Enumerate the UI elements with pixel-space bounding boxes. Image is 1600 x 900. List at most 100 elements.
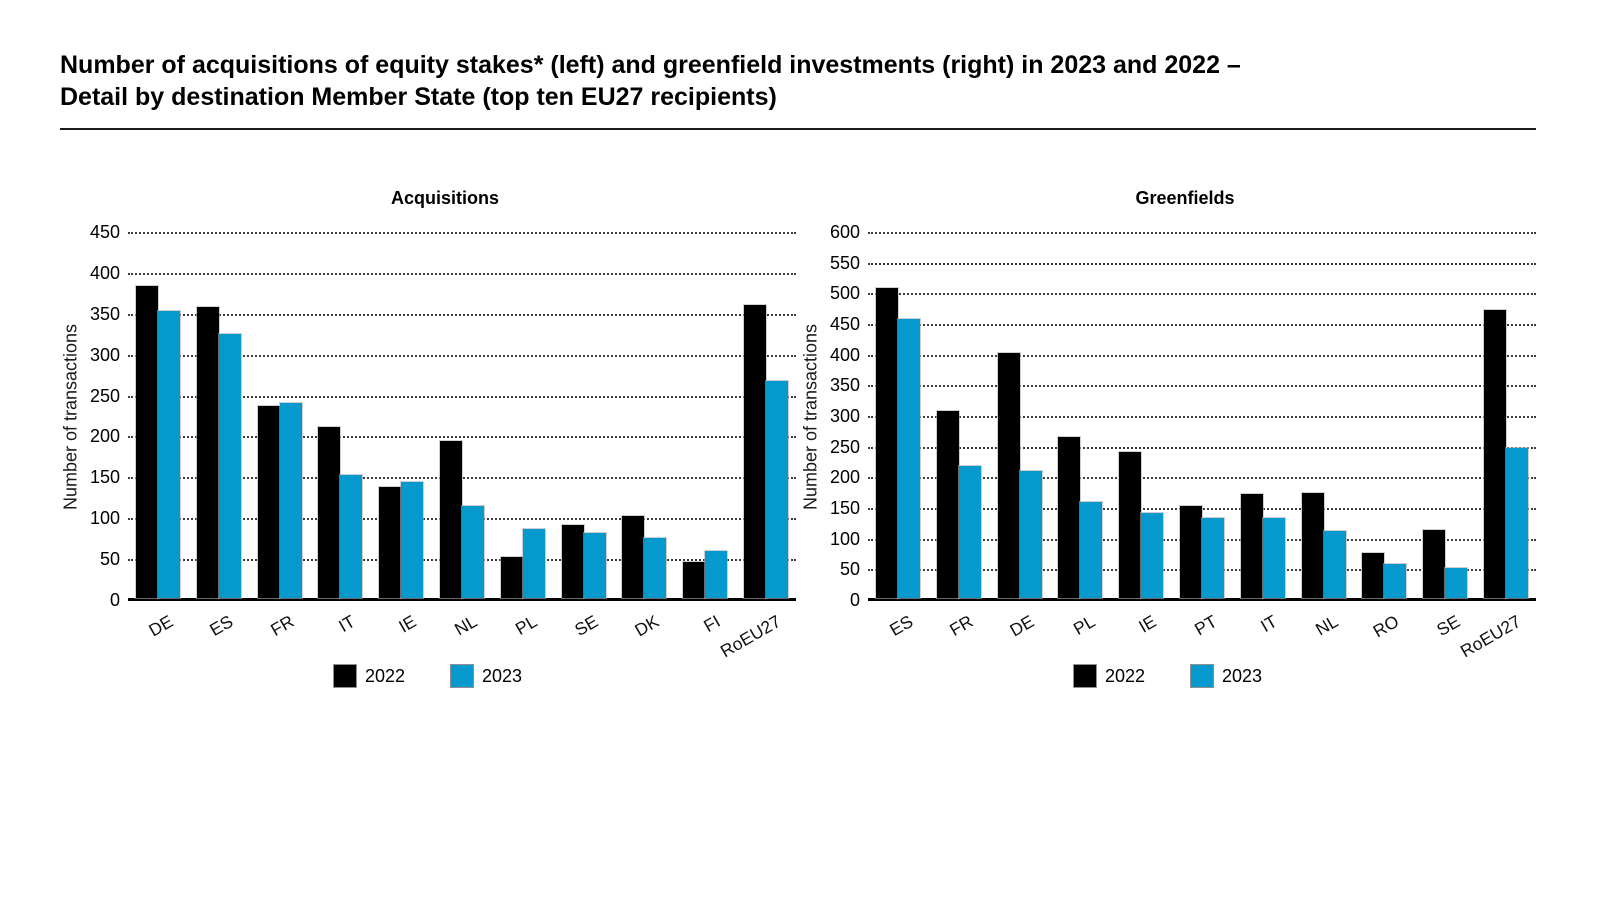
y-tick-label: 100 xyxy=(829,528,860,549)
gridline xyxy=(128,313,796,316)
y-tick-label: 350 xyxy=(89,303,120,324)
gridline xyxy=(128,354,796,357)
bar-group-IT: IT xyxy=(317,233,364,636)
bar-2022-IE xyxy=(1118,451,1143,599)
bar-group-IE: IE xyxy=(378,233,425,637)
bar-group-NL: NL xyxy=(1300,233,1347,640)
legend-label-2023: 2023 xyxy=(1222,665,1263,686)
bar-2022-ES xyxy=(195,305,220,600)
y-tick-label: 300 xyxy=(829,406,860,427)
x-tick-label-DE: DE xyxy=(144,611,176,641)
bar-2022-IT xyxy=(1239,493,1264,599)
bar-2023-NL xyxy=(460,505,485,599)
bar-2022-NL xyxy=(438,440,463,599)
x-tick-label-RoEU27: RoEU27 xyxy=(716,611,784,662)
legend-swatch-2023 xyxy=(1190,664,1214,688)
bar-group-PL: PL xyxy=(499,233,546,639)
bar-2022-PL xyxy=(1057,436,1082,599)
legend-item-2022: 2022 xyxy=(1072,664,1145,688)
bar-2023-FR xyxy=(278,402,303,599)
y-tick-label: 50 xyxy=(839,559,860,580)
gridline xyxy=(128,232,796,234)
x-tick-label-NL: NL xyxy=(450,611,480,640)
x-tick-label-SE: SE xyxy=(571,611,602,641)
bar-2022-IE xyxy=(378,485,403,600)
bar-group-SE: SE xyxy=(560,233,607,640)
bar-2022-PL xyxy=(499,556,524,599)
bar-2023-DK xyxy=(643,536,668,599)
bar-2022-ES xyxy=(875,287,899,599)
bar-group-SE: SE xyxy=(1422,233,1469,640)
legend-swatch-2023 xyxy=(450,664,474,688)
bar-2023-FI xyxy=(704,549,729,600)
bar-group-NL: NL xyxy=(438,233,485,640)
y-tick-label: 400 xyxy=(89,262,120,283)
y-tick-label: 200 xyxy=(89,426,120,447)
bar-2023-IE xyxy=(400,480,425,600)
legend: 2022 2023 xyxy=(60,664,796,688)
plot-wrap: Number of transactions 0 50 100 150 200 250 30… xyxy=(800,222,1536,661)
y-tick-label: 50 xyxy=(99,549,120,570)
greenfields-chart: Greenfields Number of transactions 0 50 10… xyxy=(800,188,1536,688)
gridline xyxy=(128,436,796,439)
acquisitions-chart: Acquisitions Number of transactions 0 50 1… xyxy=(60,188,796,688)
bar-group-IT: IT xyxy=(1239,233,1286,636)
gridline xyxy=(128,272,796,275)
y-tick-label: 250 xyxy=(89,385,120,406)
bar-2023-RoEU27 xyxy=(1504,446,1529,600)
bar-group-RoEU27: RoEU27 xyxy=(717,233,789,661)
bar-group-PL: PL xyxy=(1057,233,1104,639)
plot-area: ES FR DE PL IE PT IT NL RO SE RoEU27 xyxy=(868,232,1536,661)
plot-wrap: Number of transactions 0 50 100 150 200 250 30… xyxy=(60,222,796,661)
y-tick-label: 300 xyxy=(89,344,120,365)
bar-2022-DE xyxy=(135,284,159,600)
x-tick-label-ES: ES xyxy=(885,611,916,641)
bar-group-PT: PT xyxy=(1178,233,1225,640)
gridline xyxy=(868,262,1536,265)
y-axis-ticks: 0 50 100 150 200 250 300 350 400 450 500 550 600 xyxy=(822,222,868,610)
title-divider xyxy=(60,128,1536,130)
y-tick-label: 200 xyxy=(829,467,860,488)
y-axis-ticks: 0 50 100 150 200 250 300 350 400 450 xyxy=(82,222,128,610)
gridline xyxy=(868,477,1536,480)
bars-area: ES FR DE PL IE PT IT NL RO SE RoEU27 xyxy=(868,233,1536,661)
x-tick-label-IE: IE xyxy=(394,611,420,637)
bar-2022-NL xyxy=(1300,491,1325,600)
gridline xyxy=(868,416,1536,418)
y-tick-label: 100 xyxy=(89,508,120,529)
y-tick-label: 0 xyxy=(849,590,860,611)
x-tick-label-PT: PT xyxy=(1190,611,1220,640)
bar-group-FR: FR xyxy=(935,233,982,640)
bar-2023-SE xyxy=(582,531,607,600)
gridline xyxy=(128,477,796,480)
chart-title-acquisitions: Acquisitions xyxy=(390,188,499,208)
x-tick-label-DE: DE xyxy=(1006,611,1038,641)
legend-label-2022: 2022 xyxy=(1104,665,1145,686)
y-tick-label: 600 xyxy=(829,222,860,243)
bar-2023-PL xyxy=(521,527,546,599)
x-tick-label-RO: RO xyxy=(1369,611,1403,642)
x-tick-label-PL: PL xyxy=(1069,611,1099,640)
bar-2023-SE xyxy=(1444,566,1469,600)
bar-group-ES: ES xyxy=(875,233,921,640)
bar-2023-IE xyxy=(1140,511,1165,600)
y-tick-label: 500 xyxy=(829,283,860,304)
bar-2022-SE xyxy=(560,524,585,599)
bar-group-FI: FI xyxy=(682,233,729,636)
legend-label-2023: 2023 xyxy=(482,665,523,686)
gridline xyxy=(868,446,1536,449)
x-tick-label-IT: IT xyxy=(334,611,359,637)
legend-label-2022: 2022 xyxy=(364,665,405,686)
bar-2023-RO xyxy=(1383,562,1408,600)
x-tick-label-DK: DK xyxy=(631,611,663,641)
bar-2022-IT xyxy=(317,426,342,599)
bar-group-FR: FR xyxy=(256,233,303,640)
y-tick-label: 250 xyxy=(829,436,860,457)
y-tick-label: 150 xyxy=(89,467,120,488)
x-tick-label-ES: ES xyxy=(206,611,237,641)
legend-swatch-2022 xyxy=(1072,664,1097,688)
bar-2023-ES xyxy=(217,332,242,600)
bar-2023-PT xyxy=(1200,517,1225,599)
gridline xyxy=(868,232,1536,234)
bar-group-DE: DE xyxy=(996,233,1043,640)
